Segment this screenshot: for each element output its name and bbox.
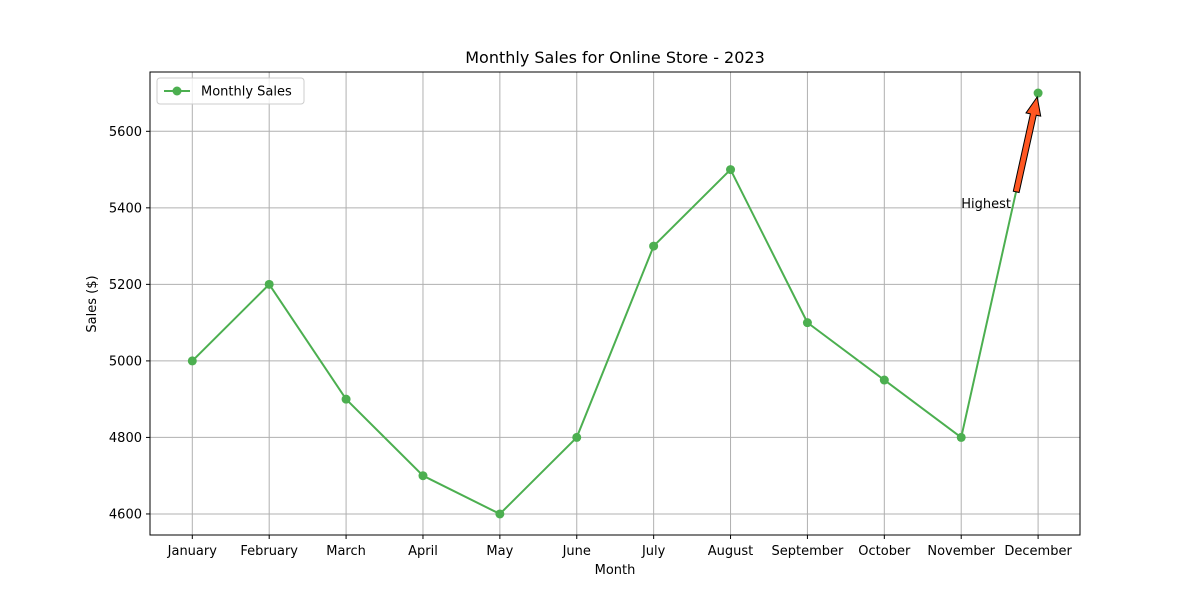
annotation-text: Highest	[961, 197, 1011, 212]
legend-label: Monthly Sales	[201, 85, 292, 100]
grid	[150, 72, 1080, 535]
y-tick-label: 5200	[109, 278, 142, 293]
legend: Monthly Sales	[156, 77, 305, 105]
chart-title: Monthly Sales for Online Store - 2023	[465, 48, 765, 67]
x-axis-ticks: January February March April May June July Augu…	[167, 535, 1072, 559]
y-tick-label: 5600	[109, 125, 142, 140]
y-axis-ticks: 4600 4800 5000 5200 5400 5600	[109, 125, 150, 522]
annotation: Highest	[961, 95, 1042, 212]
series-line-layer	[191, 92, 1040, 515]
data-point	[187, 356, 197, 366]
y-tick-label: 5000	[109, 354, 142, 369]
data-point	[341, 394, 351, 404]
x-tick-label: October	[858, 544, 911, 559]
x-tick-label: January	[167, 544, 218, 559]
y-tick-label: 4800	[109, 431, 142, 446]
series-marker-layer	[187, 88, 1043, 519]
y-tick-label: 4600	[109, 507, 142, 522]
x-tick-label: September	[771, 544, 844, 559]
data-point	[649, 241, 659, 251]
x-tick-label: May	[486, 544, 513, 559]
data-point	[1033, 88, 1043, 98]
y-tick-label: 5400	[109, 201, 142, 216]
data-point	[956, 432, 966, 442]
data-point	[726, 165, 736, 175]
x-axis-title: Month	[595, 563, 636, 578]
legend-box	[156, 77, 305, 105]
data-point	[879, 375, 889, 385]
data-point	[264, 279, 274, 289]
y-axis-title: Sales ($)	[85, 275, 100, 332]
series-line	[191, 92, 1040, 515]
x-tick-label: March	[326, 544, 366, 559]
data-point	[802, 318, 812, 328]
x-tick-label: February	[240, 544, 298, 559]
x-tick-label: April	[408, 544, 438, 559]
data-point	[572, 432, 582, 442]
x-tick-label: July	[641, 544, 666, 559]
legend-marker-swatch	[172, 86, 182, 96]
x-tick-label: August	[708, 544, 754, 559]
x-tick-label: December	[1004, 544, 1072, 559]
data-point	[495, 509, 505, 519]
data-point	[418, 471, 428, 481]
x-tick-label: June	[562, 544, 591, 559]
x-tick-label: November	[927, 544, 995, 559]
annotation-arrow	[1012, 95, 1042, 194]
plot-area-frame	[149, 71, 1081, 536]
